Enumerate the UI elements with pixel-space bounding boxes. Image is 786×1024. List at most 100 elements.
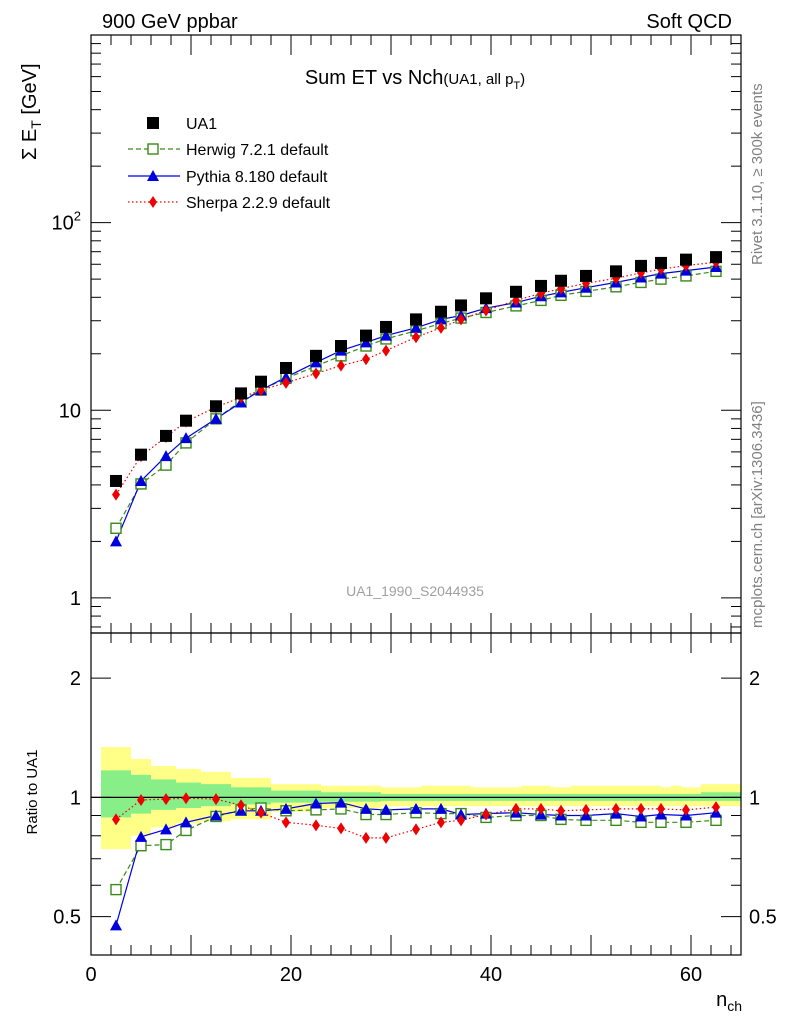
main-point-ua1 xyxy=(110,474,122,487)
ratio-point-sherpa xyxy=(337,822,345,835)
legend-marker-pythia xyxy=(147,170,159,181)
ratio-ticks: 0.5 0.51 12 20 20 40 60 xyxy=(53,633,777,986)
title-sub-index: T xyxy=(513,80,520,92)
main-point-ua1 xyxy=(135,448,147,461)
ratio-point-sherpa xyxy=(657,802,665,815)
main-line-pythia xyxy=(115,266,717,542)
main-point-pythia xyxy=(160,450,172,462)
ratio-point-sherpa xyxy=(512,802,520,815)
main-ytick-label: 102 xyxy=(52,209,81,235)
ratio-xtick-label: 40 xyxy=(480,964,502,986)
ratio-point-sherpa xyxy=(482,808,490,821)
main-point-ua1 xyxy=(235,387,247,400)
legend-item-ua1: UA1 xyxy=(147,116,217,133)
ylabel-index: T xyxy=(28,120,44,129)
main-point-ua1 xyxy=(335,340,347,353)
ratio-point-pythia xyxy=(310,797,322,809)
main-point-pythia xyxy=(360,336,372,348)
ratio-point-sherpa xyxy=(362,831,370,844)
main-point-ua1 xyxy=(610,265,622,278)
ratio-point-sherpa xyxy=(282,816,290,829)
main-ytick-label: 1 xyxy=(70,588,81,610)
ratio-point-herwig xyxy=(160,838,172,851)
ratio-point-sherpa xyxy=(457,814,465,827)
ratio-band-inner xyxy=(176,782,201,809)
ylabel-main: Σ E xyxy=(19,129,41,160)
ratio-point-sherpa xyxy=(112,813,120,826)
main-point-ua1 xyxy=(680,253,692,266)
legend-marker-sherpa xyxy=(149,196,157,208)
main-point-herwig xyxy=(160,459,172,471)
main-point-pythia xyxy=(310,356,322,368)
main-point-ua1 xyxy=(655,256,667,269)
header-left: 900 GeV ppbar xyxy=(102,11,238,33)
legend-item-sherpa: Sherpa 2.2.9 default xyxy=(128,195,331,212)
ratio-point-sherpa xyxy=(257,806,265,819)
main-point-ua1 xyxy=(380,320,392,333)
main-point-pythia xyxy=(180,432,192,444)
ratio-point-pythia xyxy=(455,808,467,820)
main-point-sherpa xyxy=(412,331,420,344)
ratio-point-sherpa xyxy=(312,819,320,832)
main-point-sherpa xyxy=(482,304,490,317)
ratio-xtick-label: 0 xyxy=(85,964,96,986)
main-series xyxy=(110,251,722,547)
main-point-sherpa xyxy=(337,359,345,372)
ratio-band-inner xyxy=(101,770,131,818)
main-point-pythia xyxy=(135,474,147,486)
ratio-point-sherpa xyxy=(162,793,170,806)
ratio-point-sherpa xyxy=(582,803,590,816)
ylabel-unit: [GeV] xyxy=(19,63,41,120)
ratio-bands xyxy=(91,747,741,850)
ratio-xlabel: nch xyxy=(716,989,742,1014)
main-title: Sum ET vs Nch(UA1, all pT) xyxy=(305,67,525,92)
analysis-watermark: UA1_1990_S2044935 xyxy=(346,583,484,599)
ratio-xtick-label: 60 xyxy=(680,964,702,986)
ratio-point-pythia xyxy=(435,802,447,814)
ratio-point-sherpa xyxy=(237,799,245,812)
ratio-band-inner xyxy=(271,790,321,803)
main-point-ua1 xyxy=(455,299,467,312)
ratio-point-sherpa xyxy=(212,793,220,806)
legend-label-herwig: Herwig 7.2.1 default xyxy=(186,142,329,159)
ratio-point-sherpa xyxy=(637,802,645,815)
xlabel-main: n xyxy=(716,989,727,1011)
main-point-ua1 xyxy=(360,329,372,342)
ratio-ylabel: Ratio to UA1 xyxy=(24,749,41,834)
ratio-ytick-label-right: 1 xyxy=(749,787,760,809)
legend: UA1 Herwig 7.2.1 default Pythia 8.180 de… xyxy=(128,116,331,212)
ratio-ytick-label-right: 0.5 xyxy=(749,907,777,929)
main-point-ua1 xyxy=(210,400,222,413)
main-point-sherpa xyxy=(362,353,370,366)
ratio-point-pythia xyxy=(360,802,372,814)
main-ytick-label: 10 xyxy=(59,400,81,422)
main-point-sherpa xyxy=(282,376,290,389)
main-line-sherpa xyxy=(115,261,717,496)
ratio-band-inner xyxy=(701,792,741,801)
ratio-point-pythia xyxy=(410,802,422,814)
header-right: Soft QCD xyxy=(646,11,732,33)
ratio-point-pythia xyxy=(280,802,292,814)
main-point-pythia xyxy=(410,321,422,333)
main-point-ua1 xyxy=(435,305,447,318)
legend-item-pythia: Pythia 8.180 default xyxy=(128,169,328,186)
main-point-pythia xyxy=(380,329,392,341)
ratio-xtick-label: 20 xyxy=(280,964,302,986)
xlabel-index: ch xyxy=(727,998,742,1014)
ratio-point-sherpa xyxy=(537,802,545,815)
ratio-point-sherpa xyxy=(182,792,190,805)
ratio-ytick-label: 2 xyxy=(70,668,81,690)
mcplots-label: mcplots.cern.ch [arXiv:1306.3436] xyxy=(749,401,766,628)
main-point-ua1 xyxy=(310,349,322,362)
ratio-point-sherpa xyxy=(437,816,445,829)
ratio-point-pythia xyxy=(160,823,172,835)
ratio-point-sherpa xyxy=(612,802,620,815)
ratio-frame xyxy=(90,632,742,956)
main-point-sherpa xyxy=(382,344,390,357)
main-point-ua1 xyxy=(635,259,647,272)
ratio-ytick-label-right: 2 xyxy=(749,668,760,690)
main-point-pythia xyxy=(435,313,447,325)
main-point-ua1 xyxy=(535,279,547,292)
ratio-ytick-label: 0.5 xyxy=(53,907,81,929)
main-point-ua1 xyxy=(410,313,422,326)
